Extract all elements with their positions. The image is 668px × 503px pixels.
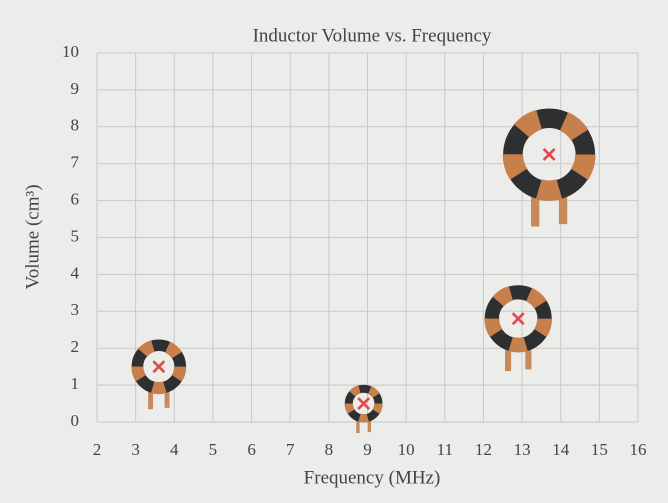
inductor-winding bbox=[502, 108, 596, 201]
x-tick-label: 12 bbox=[475, 440, 492, 459]
x-tick-label: 11 bbox=[437, 440, 453, 459]
x-tick-label: 5 bbox=[209, 440, 218, 459]
x-tick-label: 8 bbox=[325, 440, 334, 459]
inductor-winding bbox=[131, 339, 187, 395]
x-tick-label: 6 bbox=[247, 440, 256, 459]
data-point bbox=[542, 148, 556, 161]
data-point bbox=[357, 397, 371, 410]
y-tick-label: 10 bbox=[62, 42, 79, 61]
y-tick-label: 3 bbox=[71, 300, 80, 319]
y-tick-label: 8 bbox=[71, 116, 80, 135]
x-tick-label: 16 bbox=[630, 440, 647, 459]
x-tick-label: 3 bbox=[131, 440, 140, 459]
y-tick-label: 6 bbox=[71, 190, 80, 209]
y-tick-label: 4 bbox=[71, 263, 80, 282]
y-tick-label: 0 bbox=[71, 411, 80, 430]
data-point bbox=[511, 312, 525, 326]
x-tick-label: 7 bbox=[286, 440, 295, 459]
chart-title: Inductor Volume vs. Frequency bbox=[253, 25, 492, 46]
inductor-winding bbox=[344, 384, 383, 423]
x-marker bbox=[357, 397, 371, 410]
x-tick-label: 4 bbox=[170, 440, 179, 459]
data-point bbox=[152, 360, 166, 374]
x-axis-label: Frequency (MHz) bbox=[304, 467, 441, 488]
x-tick-label: 10 bbox=[398, 440, 415, 459]
y-axis-label: Volume (cm³) bbox=[22, 184, 43, 289]
y-tick-label: 7 bbox=[71, 153, 80, 172]
x-marker bbox=[511, 312, 525, 326]
y-tick-label: 1 bbox=[71, 374, 80, 393]
x-tick-label: 2 bbox=[93, 440, 102, 459]
y-tick-label: 9 bbox=[71, 79, 80, 98]
x-tick-label: 14 bbox=[552, 440, 570, 459]
x-tick-label: 9 bbox=[363, 440, 372, 459]
y-tick-label: 2 bbox=[71, 337, 80, 356]
x-marker bbox=[152, 360, 166, 374]
y-tick-label: 5 bbox=[71, 226, 80, 245]
x-tick-label: 13 bbox=[514, 440, 531, 459]
inductor-winding bbox=[484, 284, 553, 353]
x-marker bbox=[542, 148, 556, 161]
x-tick-label: 15 bbox=[591, 440, 608, 459]
